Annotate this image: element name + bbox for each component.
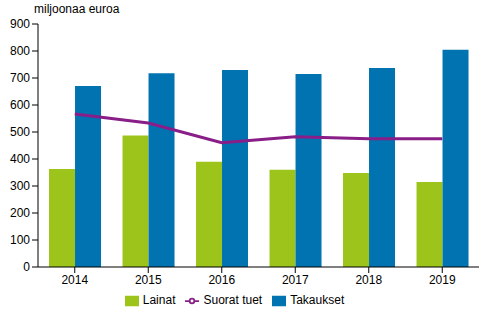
svg-text:800: 800 bbox=[10, 44, 30, 58]
svg-text:2014: 2014 bbox=[61, 273, 88, 287]
svg-text:2017: 2017 bbox=[282, 273, 309, 287]
svg-text:400: 400 bbox=[10, 152, 30, 166]
html-text:Suorat tuet: Suorat tuet bbox=[203, 293, 263, 307]
svg-text:0: 0 bbox=[23, 260, 30, 274]
svg-text:100: 100 bbox=[10, 233, 30, 247]
svg-text:700: 700 bbox=[10, 71, 30, 85]
svg-text:200: 200 bbox=[10, 206, 30, 220]
svg-text:2016: 2016 bbox=[208, 273, 235, 287]
svg-text:500: 500 bbox=[10, 125, 30, 139]
html-text:Lainat: Lainat bbox=[142, 293, 176, 307]
svg-text:600: 600 bbox=[10, 98, 30, 112]
svg-text:2018: 2018 bbox=[355, 273, 382, 287]
svg-text:300: 300 bbox=[10, 179, 30, 193]
svg-text:900: 900 bbox=[10, 17, 30, 31]
html-text:miljoonaa euroa: miljoonaa euroa bbox=[34, 2, 120, 16]
svg-text:2015: 2015 bbox=[135, 273, 162, 287]
svg-text:2019: 2019 bbox=[429, 273, 456, 287]
html-text:Takaukset: Takaukset bbox=[290, 293, 345, 307]
